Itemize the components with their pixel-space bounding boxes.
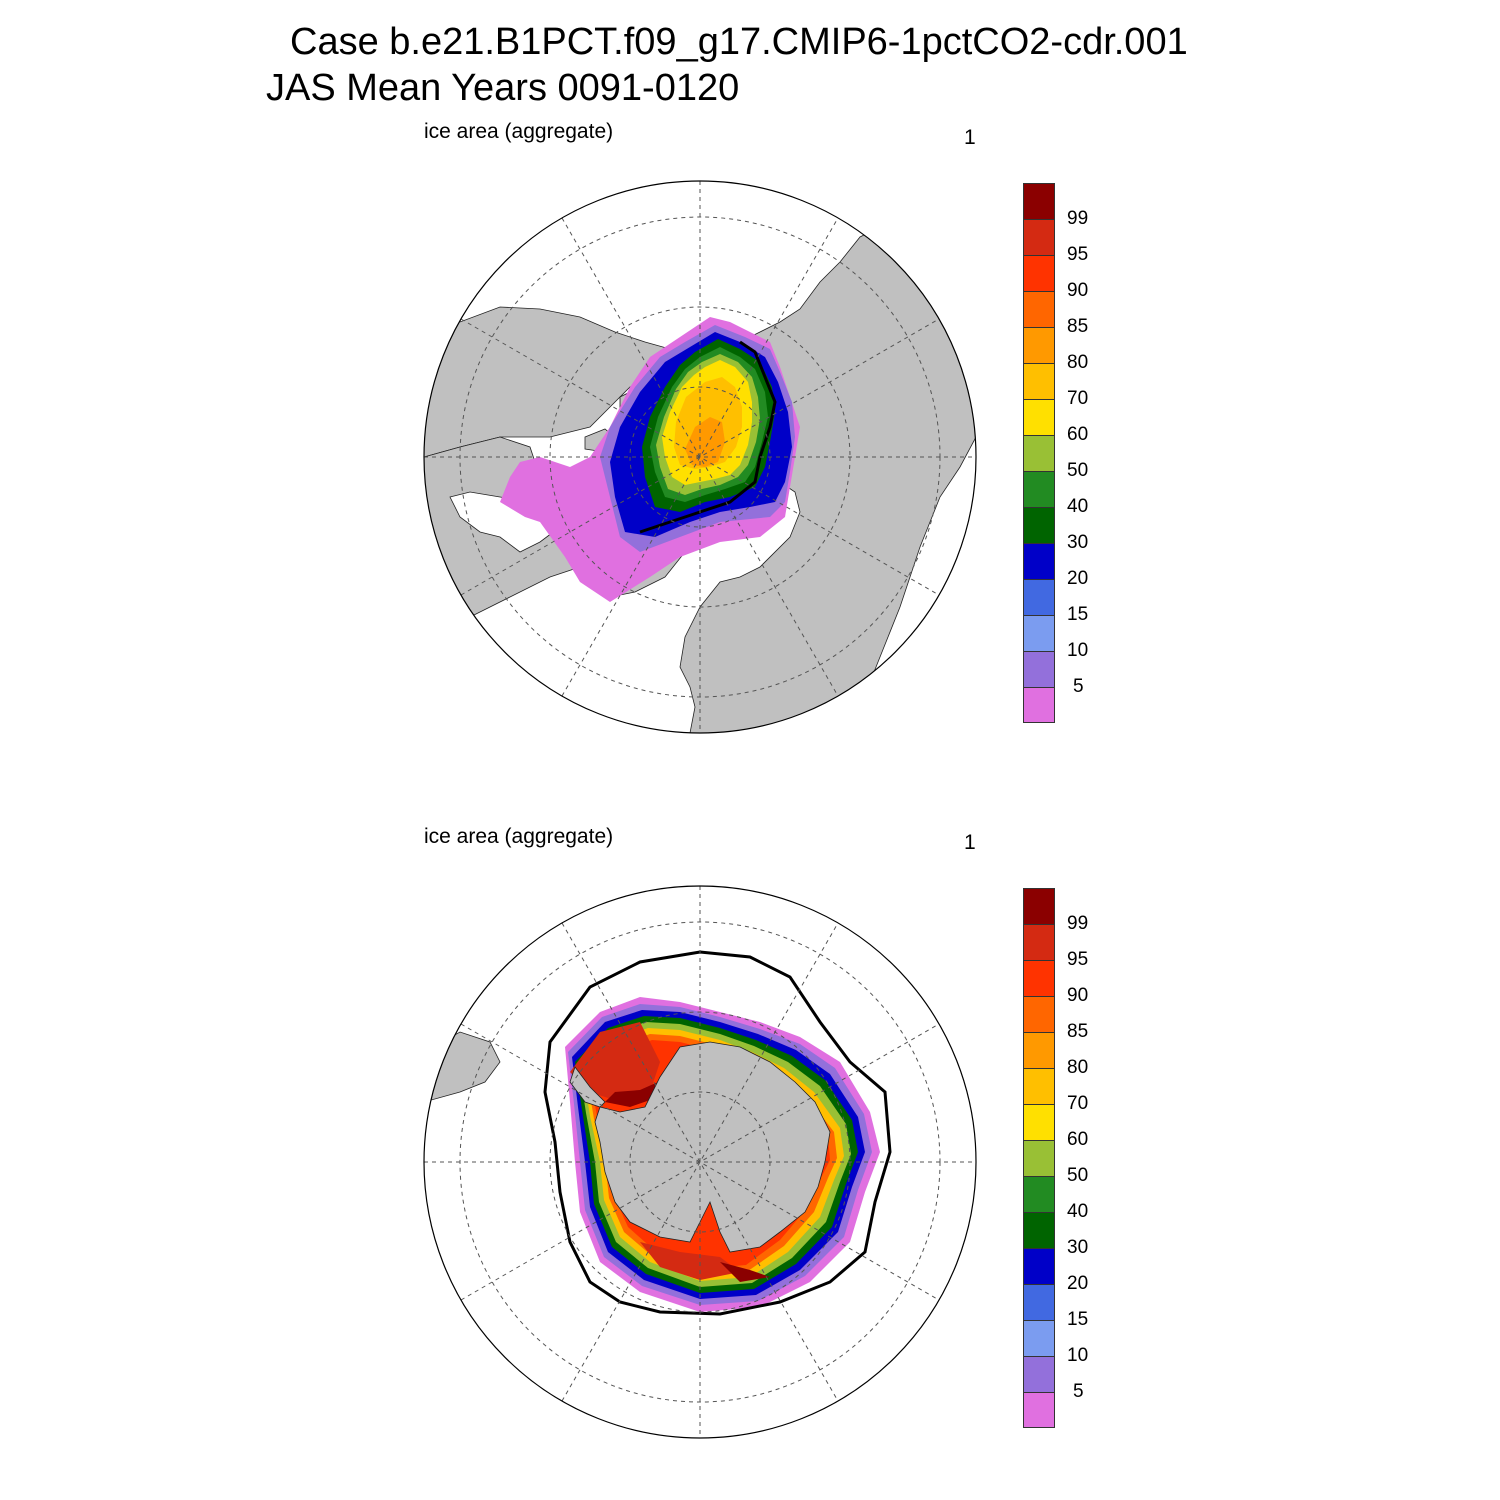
colorbar-swatch xyxy=(1023,651,1055,687)
colorbar-swatch xyxy=(1023,1032,1055,1068)
colorbar-tick-label: 99 xyxy=(1067,208,1089,229)
colorbar-tick-label: 90 xyxy=(1067,280,1089,301)
colorbar-tick-label: 10 xyxy=(1067,1345,1089,1366)
colorbar-tick-label: 80 xyxy=(1067,1057,1089,1078)
colorbar-swatch xyxy=(1023,1212,1055,1248)
colorbar-tick-label: 40 xyxy=(1067,496,1089,517)
colorbar-swatch xyxy=(1023,1176,1055,1212)
south-polar-map xyxy=(423,885,977,1439)
colorbar-tick-label: 70 xyxy=(1067,388,1089,409)
colorbar-tick-label: 85 xyxy=(1067,1021,1089,1042)
colorbar-swatch xyxy=(1023,924,1055,960)
colorbar-tick-label: 30 xyxy=(1067,1237,1089,1258)
colorbar-swatch xyxy=(1023,1356,1055,1392)
north-grid xyxy=(424,181,976,733)
colorbar-tick-label: 60 xyxy=(1067,424,1089,445)
south-land-antarctica xyxy=(594,1041,831,1253)
colorbar-swatch xyxy=(1023,543,1055,579)
north-ice-85 xyxy=(685,417,725,467)
south-land-peninsula xyxy=(569,1066,606,1108)
colorbar-tick-label: 50 xyxy=(1067,1165,1089,1186)
colorbar-tick-label: 60 xyxy=(1067,1129,1089,1150)
colorbar-tick-label: 10 xyxy=(1067,640,1089,661)
colorbar-swatch xyxy=(1023,219,1055,255)
colorbar-swatch xyxy=(1023,615,1055,651)
colorbar-swatch xyxy=(1023,1248,1055,1284)
north-colorbar: 99 95 90 85 80 70 60 50 40 30 20 15 10 5 xyxy=(1023,183,1088,723)
colorbar-tick-label: 90 xyxy=(1067,985,1089,1006)
colorbar-swatch xyxy=(1023,399,1055,435)
figure-title-line1: Case b.e21.B1PCT.f09_g17.CMIP6-1pctCO2-c… xyxy=(290,21,1188,63)
colorbar-tick-label: 80 xyxy=(1067,352,1089,373)
colorbar-swatch xyxy=(1023,1392,1055,1428)
north-panel-unit: 1 xyxy=(964,126,976,149)
colorbar-swatch xyxy=(1023,363,1055,399)
colorbar-tick-label: 5 xyxy=(1073,1381,1084,1402)
colorbar-swatch xyxy=(1023,1284,1055,1320)
colorbar-swatch xyxy=(1023,996,1055,1032)
south-colorbar: 99 95 90 85 80 70 60 50 40 30 20 15 10 5 xyxy=(1023,888,1088,1428)
south-ice-99-ross xyxy=(640,1242,740,1280)
colorbar-tick-label: 15 xyxy=(1067,1309,1089,1330)
colorbar-swatch xyxy=(1023,1104,1055,1140)
colorbar-swatch xyxy=(1023,1068,1055,1104)
colorbar-swatch xyxy=(1023,687,1055,723)
south-ice-100-ross xyxy=(720,1262,770,1282)
south-ice-99-weddell xyxy=(570,1022,660,1102)
north-polar-map xyxy=(423,180,977,734)
colorbar-tick-label: 20 xyxy=(1067,568,1089,589)
colorbar-swatch xyxy=(1023,507,1055,543)
colorbar-tick-label: 95 xyxy=(1067,244,1089,265)
colorbar-tick-label: 20 xyxy=(1067,1273,1089,1294)
colorbar-tick-label: 30 xyxy=(1067,532,1089,553)
colorbar-swatch xyxy=(1023,255,1055,291)
colorbar-tick-label: 70 xyxy=(1067,1093,1089,1114)
colorbar-swatch xyxy=(1023,183,1055,219)
colorbar-swatch xyxy=(1023,1320,1055,1356)
figure-title-line2: JAS Mean Years 0091-0120 xyxy=(266,67,740,109)
north-panel-label: ice area (aggregate) xyxy=(424,120,614,143)
colorbar-tick-label: 95 xyxy=(1067,949,1089,970)
colorbar-swatch xyxy=(1023,1140,1055,1176)
colorbar-swatch xyxy=(1023,435,1055,471)
colorbar-tick-label: 15 xyxy=(1067,604,1089,625)
colorbar-swatch xyxy=(1023,888,1055,924)
south-grid xyxy=(424,886,976,1438)
colorbar-swatch xyxy=(1023,327,1055,363)
colorbar-swatch xyxy=(1023,960,1055,996)
south-panel-unit: 1 xyxy=(964,831,976,854)
colorbar-tick-label: 40 xyxy=(1067,1201,1089,1222)
colorbar-tick-label: 99 xyxy=(1067,913,1089,934)
colorbar-swatch xyxy=(1023,291,1055,327)
south-ice-100-weddell xyxy=(605,1082,658,1107)
colorbar-swatch xyxy=(1023,579,1055,615)
south-observed-contour xyxy=(543,950,892,1316)
colorbar-tick-label: 5 xyxy=(1073,676,1084,697)
colorbar-swatch xyxy=(1023,471,1055,507)
colorbar-tick-label: 85 xyxy=(1067,316,1089,337)
south-panel-label: ice area (aggregate) xyxy=(424,825,614,848)
colorbar-tick-label: 50 xyxy=(1067,460,1089,481)
